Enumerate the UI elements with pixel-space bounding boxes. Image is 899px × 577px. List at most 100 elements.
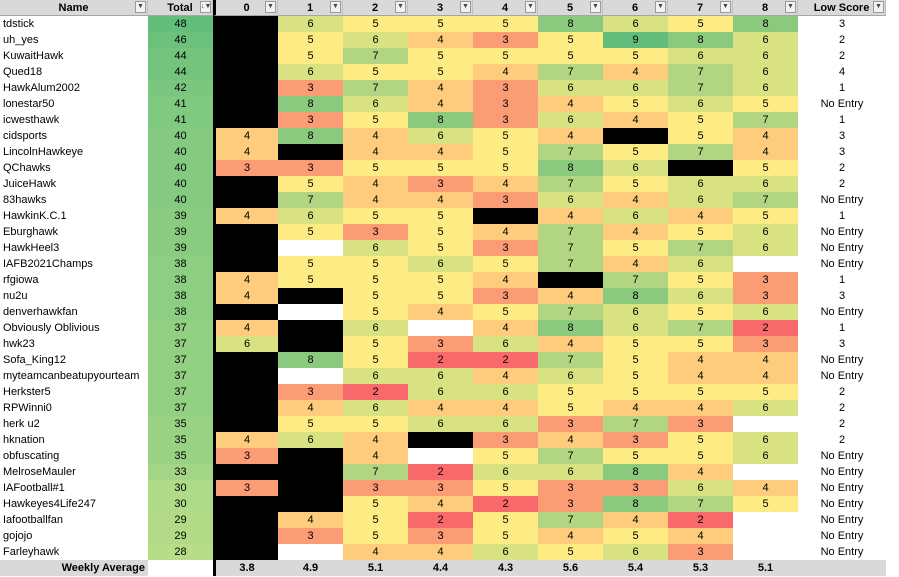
- low-score-cell[interactable]: 1: [838, 322, 846, 334]
- low-score-cell[interactable]: 3: [838, 18, 846, 30]
- week-score-cell[interactable]: 4: [538, 96, 603, 112]
- week-score-cell[interactable]: 4: [343, 432, 408, 448]
- player-name-cell[interactable]: HawkHeel3: [3, 242, 60, 254]
- week-score-cell[interactable]: 5: [343, 160, 408, 176]
- blocked-score-cell[interactable]: [278, 320, 343, 336]
- filter-dropdown-icon[interactable]: ▼: [525, 1, 536, 13]
- week-score-cell[interactable]: 3: [538, 480, 603, 496]
- blocked-score-cell[interactable]: [213, 240, 278, 256]
- header-week-6[interactable]: 6 ▼: [603, 0, 668, 16]
- week-score-cell[interactable]: 4: [408, 192, 473, 208]
- week-score-cell[interactable]: 4: [213, 144, 278, 160]
- blocked-score-cell[interactable]: [213, 48, 278, 64]
- weekly-average-cell[interactable]: 3.8: [213, 560, 278, 576]
- week-score-cell[interactable]: 5: [473, 48, 538, 64]
- week-score-cell[interactable]: 6: [213, 336, 278, 352]
- week-score-cell[interactable]: 5: [473, 16, 538, 32]
- week-score-cell[interactable]: 4: [473, 224, 538, 240]
- player-name-cell[interactable]: Eburghawk: [3, 226, 59, 238]
- week-score-cell[interactable]: 7: [538, 64, 603, 80]
- week-score-cell[interactable]: 5: [343, 352, 408, 368]
- blocked-score-cell[interactable]: [213, 192, 278, 208]
- empty-score-cell[interactable]: [733, 464, 798, 480]
- blocked-score-cell[interactable]: [408, 432, 473, 448]
- week-score-cell[interactable]: 5: [343, 272, 408, 288]
- week-score-cell[interactable]: 4: [473, 368, 538, 384]
- week-score-cell[interactable]: 2: [668, 512, 733, 528]
- header-week-1[interactable]: 1 ▼: [278, 0, 343, 16]
- week-score-cell[interactable]: 5: [733, 160, 798, 176]
- week-score-cell[interactable]: 4: [668, 208, 733, 224]
- week-score-cell[interactable]: 3: [213, 160, 278, 176]
- week-score-cell[interactable]: 5: [408, 160, 473, 176]
- low-score-cell[interactable]: 2: [838, 386, 846, 398]
- week-score-cell[interactable]: 6: [668, 96, 733, 112]
- week-score-cell[interactable]: 3: [278, 112, 343, 128]
- player-name-cell[interactable]: rfgiowa: [3, 274, 39, 286]
- week-score-cell[interactable]: 5: [473, 144, 538, 160]
- week-score-cell[interactable]: 4: [603, 112, 668, 128]
- week-score-cell[interactable]: 5: [343, 64, 408, 80]
- week-score-cell[interactable]: 4: [473, 64, 538, 80]
- week-score-cell[interactable]: 5: [473, 128, 538, 144]
- low-score-cell[interactable]: 1: [838, 210, 846, 222]
- week-score-cell[interactable]: 3: [733, 336, 798, 352]
- week-score-cell[interactable]: 9: [603, 32, 668, 48]
- week-score-cell[interactable]: 4: [603, 400, 668, 416]
- week-score-cell[interactable]: 6: [733, 432, 798, 448]
- player-name-cell[interactable]: IAFB2021Champs: [3, 258, 93, 270]
- blocked-score-cell[interactable]: [278, 448, 343, 464]
- week-score-cell[interactable]: 6: [408, 256, 473, 272]
- header-low-score[interactable]: Low Score ▼: [798, 0, 886, 16]
- filter-dropdown-icon[interactable]: ▼: [460, 1, 471, 13]
- low-score-cell[interactable]: 2: [838, 402, 846, 414]
- week-score-cell[interactable]: 6: [668, 256, 733, 272]
- low-score-cell[interactable]: 1: [838, 114, 846, 126]
- week-score-cell[interactable]: 5: [538, 48, 603, 64]
- week-score-cell[interactable]: 5: [538, 384, 603, 400]
- total-score-cell[interactable]: 35: [148, 448, 213, 464]
- empty-score-cell[interactable]: [408, 320, 473, 336]
- player-name-cell[interactable]: tdstick: [3, 18, 35, 30]
- weekly-average-cell[interactable]: 5.1: [733, 560, 798, 576]
- low-score-cell[interactable]: 2: [838, 34, 846, 46]
- week-score-cell[interactable]: 2: [408, 352, 473, 368]
- week-score-cell[interactable]: 4: [408, 496, 473, 512]
- week-score-cell[interactable]: 4: [538, 208, 603, 224]
- week-score-cell[interactable]: 4: [668, 464, 733, 480]
- blocked-score-cell[interactable]: [278, 144, 343, 160]
- weekly-average-cell[interactable]: 4.3: [473, 560, 538, 576]
- player-name-cell[interactable]: Herkster5: [3, 386, 51, 398]
- week-score-cell[interactable]: 5: [343, 16, 408, 32]
- player-name-cell[interactable]: JuiceHawk: [3, 178, 57, 190]
- week-score-cell[interactable]: 5: [473, 480, 538, 496]
- header-week-7[interactable]: 7 ▼: [668, 0, 733, 16]
- weekly-average-cell[interactable]: 4.9: [278, 560, 343, 576]
- week-score-cell[interactable]: 5: [668, 112, 733, 128]
- week-score-cell[interactable]: 3: [473, 32, 538, 48]
- week-score-cell[interactable]: 4: [733, 128, 798, 144]
- week-score-cell[interactable]: 3: [668, 416, 733, 432]
- week-score-cell[interactable]: 3: [213, 480, 278, 496]
- week-score-cell[interactable]: 7: [538, 224, 603, 240]
- week-score-cell[interactable]: 6: [603, 16, 668, 32]
- total-score-cell[interactable]: 41: [148, 112, 213, 128]
- player-name-cell[interactable]: LincolnHawkeye: [3, 146, 84, 158]
- week-score-cell[interactable]: 5: [668, 224, 733, 240]
- empty-score-cell[interactable]: [278, 304, 343, 320]
- total-score-cell[interactable]: 48: [148, 16, 213, 32]
- week-score-cell[interactable]: 2: [408, 512, 473, 528]
- week-score-cell[interactable]: 4: [538, 528, 603, 544]
- week-score-cell[interactable]: 6: [538, 192, 603, 208]
- week-score-cell[interactable]: 7: [278, 192, 343, 208]
- week-score-cell[interactable]: 3: [473, 240, 538, 256]
- week-score-cell[interactable]: 6: [733, 176, 798, 192]
- empty-score-cell[interactable]: [278, 544, 343, 560]
- empty-score-cell[interactable]: [278, 368, 343, 384]
- week-score-cell[interactable]: 2: [473, 496, 538, 512]
- week-score-cell[interactable]: 8: [278, 96, 343, 112]
- header-week-4[interactable]: 4 ▼: [473, 0, 538, 16]
- week-score-cell[interactable]: 5: [278, 48, 343, 64]
- player-name-cell[interactable]: Farleyhawk: [3, 546, 60, 558]
- week-score-cell[interactable]: 4: [538, 288, 603, 304]
